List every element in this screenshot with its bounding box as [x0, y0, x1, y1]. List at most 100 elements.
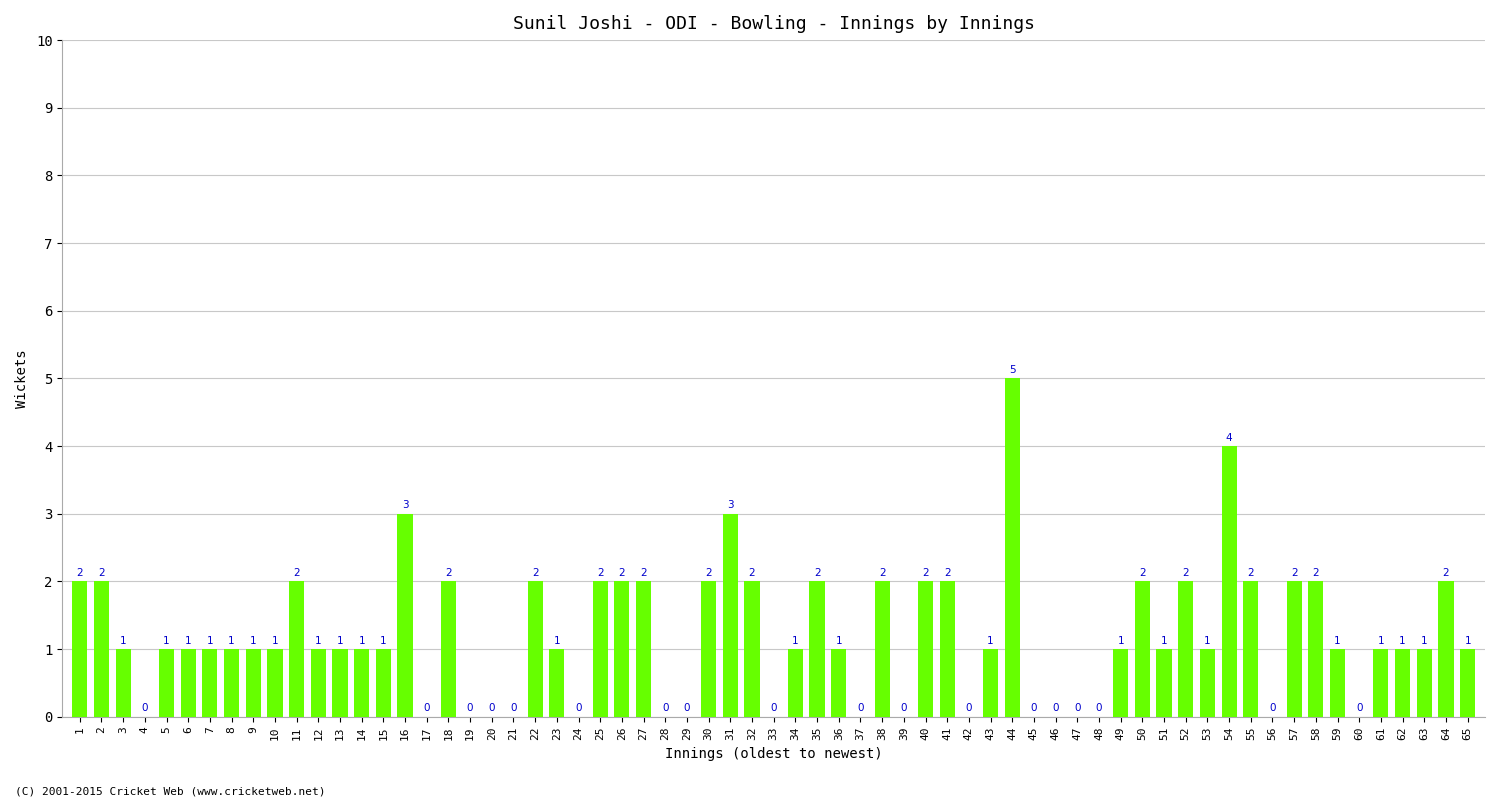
Text: 0: 0	[1030, 703, 1036, 714]
Text: 2: 2	[446, 568, 452, 578]
Bar	[810, 582, 825, 717]
Bar	[1200, 649, 1215, 717]
Bar	[1374, 649, 1389, 717]
Bar	[982, 649, 998, 717]
Text: 1: 1	[315, 636, 321, 646]
Bar	[267, 649, 282, 717]
Text: 1: 1	[1464, 636, 1472, 646]
Text: 0: 0	[576, 703, 582, 714]
Text: 1: 1	[1420, 636, 1428, 646]
Text: 2: 2	[1292, 568, 1298, 578]
Bar	[1438, 582, 1454, 717]
Text: 1: 1	[380, 636, 387, 646]
Text: 1: 1	[1161, 636, 1167, 646]
Bar	[376, 649, 392, 717]
Bar	[1287, 582, 1302, 717]
Bar	[918, 582, 933, 717]
Text: 1: 1	[251, 636, 257, 646]
Text: 1: 1	[228, 636, 236, 646]
Text: 3: 3	[728, 501, 734, 510]
Bar	[1244, 582, 1258, 717]
Y-axis label: Wickets: Wickets	[15, 349, 28, 408]
Bar	[94, 582, 110, 717]
Bar	[1136, 582, 1150, 717]
Text: 1: 1	[1377, 636, 1384, 646]
Text: 0: 0	[1053, 703, 1059, 714]
Text: 1: 1	[792, 636, 798, 646]
Text: 2: 2	[597, 568, 603, 578]
Text: 0: 0	[1356, 703, 1362, 714]
Bar	[723, 514, 738, 717]
Text: 2: 2	[532, 568, 538, 578]
Text: 5: 5	[1010, 365, 1016, 375]
Bar	[1156, 649, 1172, 717]
Bar	[1330, 649, 1346, 717]
Text: 2: 2	[922, 568, 928, 578]
Text: 2: 2	[705, 568, 712, 578]
Bar	[202, 649, 217, 717]
Bar	[1221, 446, 1236, 717]
Bar	[441, 582, 456, 717]
Text: 2: 2	[1443, 568, 1449, 578]
Bar	[398, 514, 412, 717]
Bar	[180, 649, 196, 717]
Title: Sunil Joshi - ODI - Bowling - Innings by Innings: Sunil Joshi - ODI - Bowling - Innings by…	[513, 15, 1035, 33]
Bar	[831, 649, 846, 717]
Bar	[1416, 649, 1432, 717]
Text: (C) 2001-2015 Cricket Web (www.cricketweb.net): (C) 2001-2015 Cricket Web (www.cricketwe…	[15, 786, 326, 796]
Text: 2: 2	[640, 568, 646, 578]
Bar	[528, 582, 543, 717]
Bar	[874, 582, 890, 717]
Text: 1: 1	[207, 636, 213, 646]
Text: 1: 1	[1204, 636, 1210, 646]
Bar	[333, 649, 348, 717]
Bar	[224, 649, 238, 717]
Text: 0: 0	[1095, 703, 1102, 714]
Text: 0: 0	[423, 703, 430, 714]
Text: 2: 2	[748, 568, 756, 578]
Text: 1: 1	[987, 636, 994, 646]
Bar	[1005, 378, 1020, 717]
Bar	[700, 582, 715, 717]
Text: 0: 0	[466, 703, 474, 714]
Text: 0: 0	[856, 703, 864, 714]
Bar	[310, 649, 326, 717]
Bar	[159, 649, 174, 717]
Bar	[1308, 582, 1323, 717]
Bar	[1395, 649, 1410, 717]
Text: 1: 1	[554, 636, 560, 646]
Text: 2: 2	[76, 568, 82, 578]
Text: 1: 1	[1118, 636, 1124, 646]
Text: 2: 2	[98, 568, 105, 578]
Bar	[354, 649, 369, 717]
Text: 1: 1	[164, 636, 170, 646]
Bar	[615, 582, 630, 717]
Text: 2: 2	[944, 568, 951, 578]
Bar	[744, 582, 759, 717]
Bar	[1460, 649, 1474, 717]
Text: 2: 2	[294, 568, 300, 578]
Text: 4: 4	[1226, 433, 1233, 442]
Text: 2: 2	[1248, 568, 1254, 578]
Bar	[290, 582, 304, 717]
Bar	[549, 649, 564, 717]
Text: 1: 1	[336, 636, 344, 646]
Text: 2: 2	[618, 568, 626, 578]
Text: 0: 0	[489, 703, 495, 714]
Text: 1: 1	[836, 636, 842, 646]
Text: 0: 0	[1269, 703, 1275, 714]
X-axis label: Innings (oldest to newest): Innings (oldest to newest)	[664, 747, 882, 761]
Text: 2: 2	[879, 568, 885, 578]
Text: 0: 0	[141, 703, 148, 714]
Bar	[1178, 582, 1194, 717]
Text: 2: 2	[1182, 568, 1190, 578]
Bar	[592, 582, 608, 717]
Text: 0: 0	[900, 703, 908, 714]
Text: 0: 0	[510, 703, 516, 714]
Text: 3: 3	[402, 501, 408, 510]
Text: 0: 0	[684, 703, 690, 714]
Text: 0: 0	[771, 703, 777, 714]
Text: 1: 1	[120, 636, 126, 646]
Text: 0: 0	[1074, 703, 1080, 714]
Text: 1: 1	[1400, 636, 1406, 646]
